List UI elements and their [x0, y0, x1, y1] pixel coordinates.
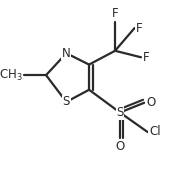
Text: O: O	[115, 140, 125, 153]
Text: N: N	[62, 47, 71, 60]
Text: $\mathregular{CH_3}$: $\mathregular{CH_3}$	[0, 68, 22, 83]
Text: F: F	[143, 51, 149, 64]
Text: O: O	[146, 96, 155, 109]
Text: Cl: Cl	[149, 125, 161, 139]
Text: F: F	[136, 21, 143, 34]
Text: F: F	[112, 7, 118, 20]
Text: S: S	[116, 106, 124, 119]
Text: S: S	[63, 95, 70, 108]
